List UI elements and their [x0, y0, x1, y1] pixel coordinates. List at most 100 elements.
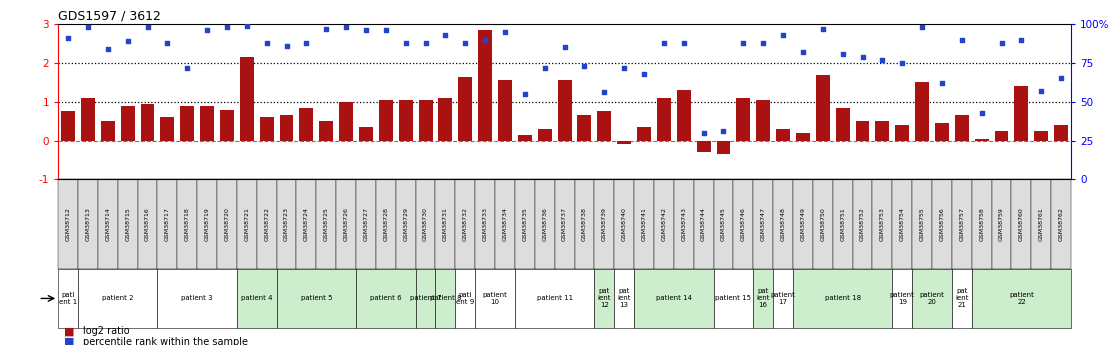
Bar	[320, 121, 333, 141]
Bar	[932, 179, 951, 269]
Point	[377, 28, 395, 33]
Bar	[538, 129, 551, 141]
Bar	[58, 179, 78, 269]
Text: GSM38735: GSM38735	[522, 207, 528, 241]
Point	[973, 110, 991, 115]
Bar	[1034, 131, 1049, 141]
Bar	[458, 77, 472, 141]
Text: GSM38758: GSM38758	[979, 207, 984, 241]
Text: GSM38718: GSM38718	[184, 207, 190, 241]
Bar	[197, 179, 217, 269]
Text: patient 18: patient 18	[825, 295, 861, 302]
Bar	[1031, 179, 1051, 269]
Bar	[713, 269, 754, 328]
Bar	[61, 111, 75, 141]
Bar	[754, 269, 774, 328]
Bar	[101, 121, 115, 141]
Text: patient 2: patient 2	[102, 295, 133, 302]
Bar	[78, 179, 98, 269]
Bar	[58, 269, 78, 328]
Text: GSM38752: GSM38752	[860, 207, 865, 241]
Point	[417, 40, 435, 46]
Bar	[912, 179, 932, 269]
Bar	[774, 269, 793, 328]
Bar	[713, 179, 733, 269]
Text: GDS1597 / 3612: GDS1597 / 3612	[58, 10, 161, 23]
Text: GSM38713: GSM38713	[85, 207, 91, 241]
Bar	[1014, 86, 1029, 141]
Point	[277, 43, 295, 49]
Text: GSM38748: GSM38748	[780, 207, 786, 241]
Text: GSM38731: GSM38731	[443, 207, 448, 241]
Text: patient
20: patient 20	[920, 292, 945, 305]
Bar	[614, 179, 634, 269]
Bar	[339, 102, 353, 141]
Bar	[300, 108, 313, 141]
Bar	[396, 179, 416, 269]
Bar	[515, 179, 534, 269]
Text: GSM38712: GSM38712	[66, 207, 70, 241]
Bar	[399, 100, 413, 141]
Bar	[892, 179, 912, 269]
Bar	[793, 179, 813, 269]
Point	[993, 40, 1011, 46]
Bar	[495, 179, 515, 269]
Bar	[816, 75, 830, 141]
Point	[139, 24, 157, 30]
Bar	[634, 179, 654, 269]
Bar	[359, 127, 373, 141]
Bar	[259, 117, 274, 141]
Bar	[356, 269, 416, 328]
Point	[953, 37, 970, 42]
Bar	[416, 269, 436, 328]
Bar	[418, 100, 433, 141]
Text: pat
ient
12: pat ient 12	[597, 288, 612, 308]
Point	[834, 51, 852, 56]
Bar	[217, 179, 237, 269]
Bar	[717, 141, 730, 154]
Text: GSM38743: GSM38743	[681, 207, 686, 241]
Text: patient 6: patient 6	[370, 295, 401, 302]
Text: patient 14: patient 14	[656, 295, 692, 302]
Bar	[614, 269, 634, 328]
Text: patient
10: patient 10	[483, 292, 508, 305]
Bar	[697, 141, 711, 152]
Point	[714, 129, 732, 134]
Bar	[972, 179, 992, 269]
Bar	[951, 179, 972, 269]
Bar	[237, 269, 276, 328]
Bar	[475, 269, 515, 328]
Text: ■: ■	[64, 337, 74, 345]
Bar	[498, 80, 512, 141]
Text: ■: ■	[64, 326, 74, 336]
Text: GSM38716: GSM38716	[145, 207, 150, 241]
Bar	[975, 139, 988, 141]
Text: GSM38720: GSM38720	[225, 207, 229, 241]
Bar	[337, 179, 356, 269]
Bar	[951, 269, 972, 328]
Text: GSM38754: GSM38754	[900, 207, 904, 241]
Bar	[178, 179, 197, 269]
Text: GSM38755: GSM38755	[920, 207, 925, 241]
Text: log2 ratio: log2 ratio	[83, 326, 130, 336]
Point	[1013, 37, 1031, 42]
Bar	[875, 121, 889, 141]
Bar	[774, 179, 793, 269]
Bar	[138, 179, 158, 269]
Bar	[257, 179, 276, 269]
Bar	[676, 90, 691, 141]
Text: GSM38742: GSM38742	[662, 207, 666, 241]
Text: GSM38749: GSM38749	[800, 207, 805, 241]
Text: GSM38753: GSM38753	[880, 207, 884, 241]
Bar	[160, 117, 174, 141]
Text: GSM38759: GSM38759	[999, 207, 1004, 241]
Text: GSM38744: GSM38744	[701, 207, 707, 241]
Text: GSM38751: GSM38751	[840, 207, 845, 241]
Text: GSM38756: GSM38756	[939, 207, 945, 241]
Text: GSM38730: GSM38730	[423, 207, 428, 241]
Point	[98, 46, 116, 52]
Text: patient 11: patient 11	[537, 295, 572, 302]
Text: GSM38714: GSM38714	[105, 207, 111, 241]
Point	[1052, 76, 1070, 81]
Text: GSM38761: GSM38761	[1039, 207, 1044, 241]
